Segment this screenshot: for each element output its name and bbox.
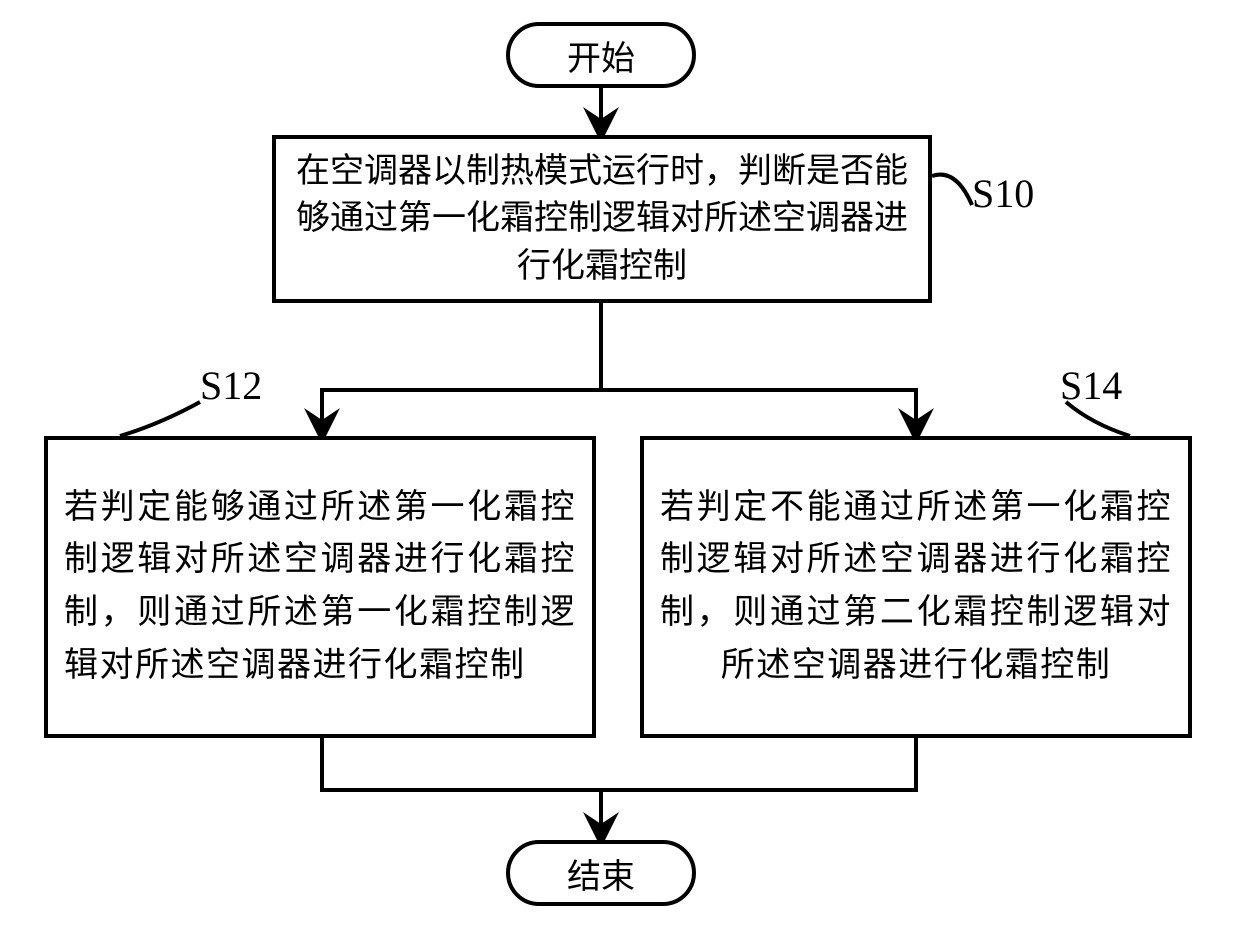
edge	[322, 738, 601, 790]
process-s10-text: 在空调器以制热模式运行时，判断是否能够通过第一化霜控制逻辑对所述空调器进行化霜控…	[292, 148, 912, 291]
edge	[601, 390, 916, 436]
edge	[322, 390, 601, 436]
process-s14: 若判定不能通过所述第一化霜控制逻辑对所述空调器进行化霜控制，则通过第二化霜控制逻…	[640, 436, 1192, 738]
process-s10: 在空调器以制热模式运行时，判断是否能够通过第一化霜控制逻辑对所述空调器进行化霜控…	[272, 135, 932, 303]
end-node: 结束	[506, 840, 696, 906]
process-s14-text: 若判定不能通过所述第一化霜控制逻辑对所述空调器进行化霜控制，则通过第二化霜控制逻…	[660, 482, 1172, 693]
flowchart-container: 开始 在空调器以制热模式运行时，判断是否能够通过第一化霜控制逻辑对所述空调器进行…	[0, 0, 1240, 933]
process-s12: 若判定能够通过所述第一化霜控制逻辑对所述空调器进行化霜控制，则通过所述第一化霜控…	[44, 436, 596, 738]
step-label-s12: S12	[200, 362, 262, 409]
step-label-callout	[932, 175, 972, 205]
process-s12-text: 若判定能够通过所述第一化霜控制逻辑对所述空调器进行化霜控制，则通过所述第一化霜控…	[64, 482, 576, 693]
step-label-s14: S14	[1060, 362, 1122, 409]
edge	[601, 738, 916, 790]
start-node: 开始	[506, 22, 696, 88]
step-label-s10: S10	[972, 170, 1034, 217]
step-label-callout	[120, 402, 200, 436]
start-label: 开始	[567, 31, 635, 80]
end-label: 结束	[567, 849, 635, 898]
